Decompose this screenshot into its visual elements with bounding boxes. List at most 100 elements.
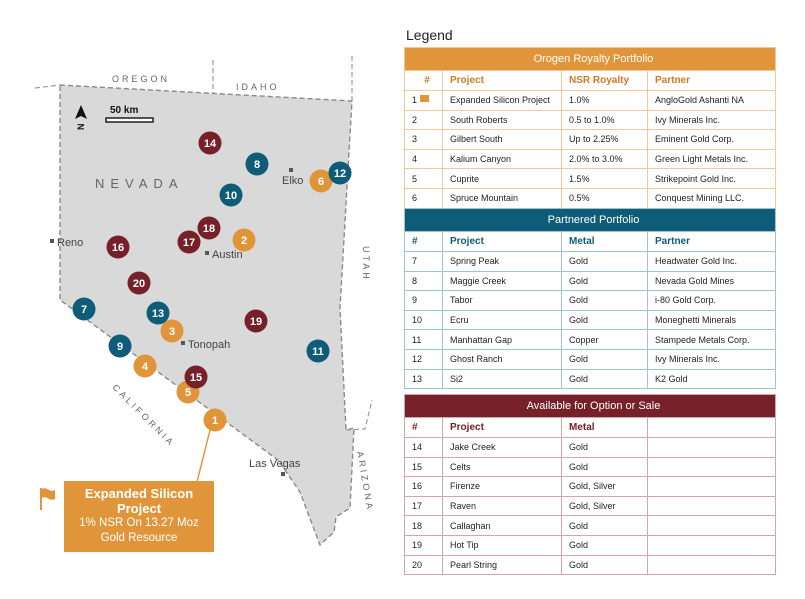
project-marker-11[interactable]: 11 — [306, 339, 330, 363]
project-marker-18[interactable]: 18 — [197, 216, 221, 240]
scale-bar — [105, 117, 154, 123]
project-marker-9[interactable]: 9 — [108, 334, 132, 358]
marker-number: 9 — [117, 341, 123, 353]
marker-number: 4 — [142, 361, 149, 373]
marker-circle — [133, 354, 157, 378]
callout-line-1: 1% NSR On 13.27 Moz — [79, 517, 199, 529]
table-cell: Eminent Gold Corp. — [647, 129, 776, 150]
table-cell: Ivy Minerals Inc. — [647, 109, 776, 131]
cell-text: 19 — [412, 540, 423, 551]
cell-text: Gold — [569, 559, 589, 570]
table-cell: 5 — [404, 168, 443, 189]
table-row: 12 Ghost Ranch Gold Ivy Minerals Inc. — [404, 348, 776, 370]
marker-number: 3 — [169, 326, 175, 338]
table-cell: Manhattan Gap — [442, 329, 562, 350]
project-marker-4[interactable]: 4 — [133, 354, 157, 378]
project-marker-1[interactable]: 1 — [203, 408, 227, 432]
cell-text: Cuprite — [450, 173, 480, 184]
marker-circle — [309, 169, 333, 193]
table-cell: Ecru — [442, 309, 562, 331]
partnered-portfolio-table: Partnered Portfolio # Project Metal Partner… — [404, 208, 776, 390]
table-row: 19 Hot Tip Gold — [404, 534, 776, 556]
project-marker-15[interactable]: 15 — [184, 365, 208, 389]
table-cell: 7 — [404, 251, 443, 272]
cell-text: Headwater Gold Inc. — [655, 256, 738, 267]
table-row: 1 Expanded Silicon Project 1.0% AngloGold A… — [404, 90, 776, 111]
table-row: 18 Callaghan Gold — [404, 515, 776, 536]
project-marker-16[interactable]: 16 — [106, 235, 130, 259]
marker-number: 5 — [185, 387, 191, 399]
cell-text: Gold — [569, 373, 589, 384]
marker-circle — [177, 230, 201, 254]
table-cell: Gold — [561, 554, 648, 576]
table-cell: Callaghan — [442, 515, 562, 536]
city-tonopah: Tonopah — [181, 339, 230, 351]
cell-text: Spring Peak — [450, 256, 500, 267]
table-cell: 18 — [404, 515, 443, 536]
marker-circle — [146, 301, 170, 325]
available-table-header: # Project Metal — [404, 417, 776, 438]
cell-text: 8 — [412, 275, 418, 286]
column-header: Project — [442, 70, 562, 91]
oregon-border — [34, 84, 61, 89]
project-marker-7[interactable]: 7 — [72, 297, 96, 321]
city-reno: Reno — [50, 237, 83, 249]
cell-text: 1 — [412, 95, 418, 106]
table-row: 9 Tabor Gold i-80 Gold Corp. — [404, 290, 776, 311]
project-marker-2[interactable]: 2 — [232, 228, 256, 252]
table-row: 13 Si2 Gold K2 Gold — [404, 368, 776, 390]
table-cell: Ivy Minerals Inc. — [647, 348, 776, 370]
marker-circle — [244, 309, 268, 333]
marker-circle — [232, 228, 256, 252]
project-marker-6[interactable]: 6 — [309, 169, 333, 193]
project-marker-8[interactable]: 8 — [245, 152, 269, 176]
project-marker-3[interactable]: 3 — [160, 319, 184, 343]
table-cell: 11 — [404, 329, 443, 350]
cell-text: Nevada Gold Mines — [655, 275, 735, 286]
cell-text: 6 — [412, 193, 418, 204]
flag-icon — [40, 488, 55, 510]
cell-text: 12 — [412, 354, 423, 365]
cell-text: 15 — [412, 461, 423, 472]
project-marker-12[interactable]: 12 — [328, 161, 352, 185]
column-header: Partner — [647, 231, 776, 252]
table-cell: 14 — [404, 437, 443, 458]
project-marker-19[interactable]: 19 — [244, 309, 268, 333]
cell-text: Maggie Creek — [450, 275, 507, 286]
orogen-royalty-table: Orogen Royalty Portfolio # Project NSR Roy… — [404, 47, 776, 209]
table-cell: 8 — [404, 270, 443, 292]
marker-circle — [328, 161, 352, 185]
table-cell: Strikepoint Gold Inc. — [647, 168, 776, 189]
column-header: Partner — [647, 70, 776, 91]
table-cell: Gold — [561, 251, 648, 272]
marker-number: 15 — [190, 372, 202, 384]
cell-text: Firenze — [450, 481, 481, 492]
marker-number: 8 — [254, 159, 260, 171]
cell-text: Gold — [569, 354, 589, 365]
cell-text: Gold — [569, 461, 589, 472]
nevada-state-shape — [59, 84, 355, 547]
column-header: Project — [442, 417, 562, 438]
cell-text: Tabor — [450, 295, 473, 306]
cell-text: 2.0% to 3.0% — [569, 154, 623, 165]
cell-text: Jake Creek — [450, 442, 496, 453]
project-marker-10[interactable]: 10 — [219, 183, 243, 207]
cell-text: Gold, Silver — [569, 501, 616, 512]
table-cell: Gold — [561, 456, 648, 478]
project-marker-13[interactable]: 13 — [146, 301, 170, 325]
project-marker-20[interactable]: 20 — [127, 271, 151, 295]
cell-text: Eminent Gold Corp. — [655, 134, 735, 145]
marker-number: 6 — [318, 176, 324, 188]
table-cell — [647, 495, 776, 517]
column-header — [647, 417, 776, 438]
table-cell: 16 — [404, 476, 443, 497]
project-marker-17[interactable]: 17 — [177, 230, 201, 254]
project-marker-14[interactable]: 14 — [198, 131, 222, 155]
cell-text: AngloGold Ashanti NA — [655, 95, 745, 106]
cell-text: Gold, Silver — [569, 481, 616, 492]
table-cell: Gilbert South — [442, 129, 562, 150]
cell-text: Pearl String — [450, 559, 498, 570]
column-header: # — [404, 231, 443, 252]
table-cell: Pearl String — [442, 554, 562, 576]
marker-circle — [198, 131, 222, 155]
